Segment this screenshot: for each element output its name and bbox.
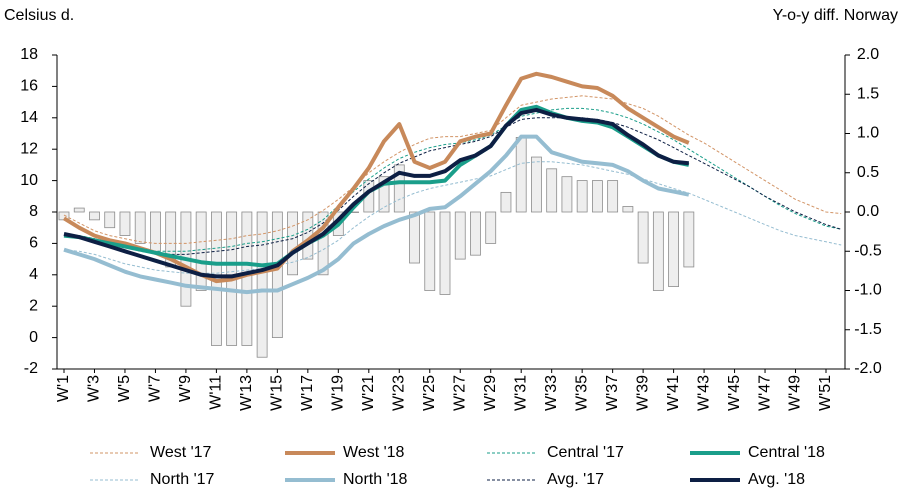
- bar: [683, 211, 695, 268]
- legend-label: Central '17: [547, 444, 624, 461]
- line-series: [62, 71, 690, 284]
- x-tick-label: W'27: [451, 375, 468, 411]
- x-tick-label: W'29: [482, 375, 499, 411]
- y2-tick-label: -1.5: [854, 321, 882, 338]
- bar: [668, 211, 679, 287]
- x-tick-label: W'25: [421, 375, 438, 411]
- y-tick-label: 8: [29, 203, 38, 220]
- y2-tick-label: 1.5: [857, 85, 879, 102]
- x-tick-label: W'33: [543, 375, 560, 411]
- y2-tick-label: -2.0: [854, 360, 882, 377]
- bar: [89, 211, 100, 221]
- bar: [393, 164, 405, 213]
- bar: [470, 211, 481, 256]
- y2-tick-label: 0.0: [857, 203, 879, 220]
- x-tick-label: W'21: [360, 375, 377, 411]
- legend-label: West '17: [150, 444, 212, 461]
- legend-label: North '18: [343, 471, 408, 488]
- y-tick-label: 12: [20, 140, 38, 157]
- bar: [241, 211, 253, 346]
- bar: [195, 211, 207, 291]
- y2-tick-label: 0.5: [857, 164, 879, 181]
- y-tick-label: 4: [29, 266, 38, 283]
- x-tick-label: W'9: [177, 375, 194, 402]
- y-tick-label: 10: [20, 172, 38, 189]
- y-axis-label: Celsius d.: [4, 7, 74, 24]
- x-tick-label: W'1: [55, 375, 72, 402]
- x-tick-label: W'51: [817, 375, 834, 411]
- x-tick-label: W'19: [330, 375, 347, 411]
- bar: [607, 180, 619, 213]
- bar: [150, 211, 161, 252]
- x-tick-label: W'37: [604, 375, 621, 411]
- y-tick-label: 0: [29, 329, 38, 346]
- x-tick-label: W'39: [634, 375, 651, 411]
- bar: [592, 180, 603, 213]
- line-series: [63, 95, 842, 244]
- bar: [485, 211, 497, 244]
- bar: [317, 211, 329, 276]
- bar: [134, 211, 146, 244]
- x-tick-label: W'7: [147, 375, 164, 402]
- x-tick-label: W'11: [208, 375, 225, 410]
- line-series: [63, 107, 689, 279]
- x-tick-label: W'3: [86, 375, 103, 402]
- bar: [500, 191, 512, 213]
- y-tick-label: 14: [20, 109, 38, 126]
- x-tick-label: W'31: [512, 375, 529, 411]
- y-tick-label: 6: [29, 235, 38, 252]
- bar: [454, 211, 466, 260]
- bar: [378, 176, 390, 213]
- bar: [256, 211, 268, 358]
- x-tick-label: W'15: [269, 375, 286, 411]
- legend-label: Central '18: [748, 444, 825, 461]
- bar: [515, 137, 527, 213]
- x-tick-label: W'43: [695, 375, 712, 411]
- bar: [287, 211, 299, 276]
- y-tick-label: 16: [20, 78, 38, 95]
- y2-tick-label: 1.0: [857, 125, 879, 142]
- bar: [637, 211, 649, 264]
- bar: [409, 211, 420, 264]
- bar: [576, 180, 588, 213]
- x-tick-label: W'5: [116, 375, 133, 402]
- x-tick-label: W'49: [787, 375, 804, 411]
- legend-label: West '18: [343, 444, 405, 461]
- bar: [531, 156, 542, 213]
- legend-label: North '17: [150, 471, 215, 488]
- line-series: [63, 107, 842, 252]
- x-tick-label: W'23: [390, 375, 407, 411]
- x-tick-label: W'41: [665, 375, 682, 411]
- bar: [271, 211, 283, 338]
- y-tick-label: 18: [20, 46, 38, 63]
- bar: [119, 211, 131, 236]
- y2-tick-label: -0.5: [854, 242, 882, 259]
- x-tick-label: W'35: [573, 375, 590, 411]
- bar: [546, 168, 558, 213]
- y-tick-label: 2: [29, 297, 38, 314]
- bar: [439, 211, 451, 295]
- line-series: [63, 117, 842, 255]
- bar: [73, 207, 85, 213]
- bar: [424, 211, 436, 291]
- x-tick-label: W'17: [299, 375, 316, 411]
- y2-tick-label: -1.0: [854, 282, 882, 299]
- x-tick-label: W'45: [726, 375, 743, 411]
- x-tick-label: W'47: [756, 375, 773, 411]
- bar: [622, 206, 634, 213]
- x-tick-label: W'13: [238, 375, 255, 411]
- y2-axis-label: Y-o-y diff. Norway: [773, 7, 898, 24]
- line-series: [63, 134, 690, 295]
- bar: [104, 211, 116, 229]
- bar: [652, 211, 664, 291]
- bar: [561, 176, 573, 213]
- y2-tick-label: 2.0: [857, 46, 879, 63]
- y-tick-label: -2: [24, 360, 38, 377]
- legend-label: Avg. '18: [748, 471, 805, 488]
- legend-label: Avg. '17: [547, 471, 604, 488]
